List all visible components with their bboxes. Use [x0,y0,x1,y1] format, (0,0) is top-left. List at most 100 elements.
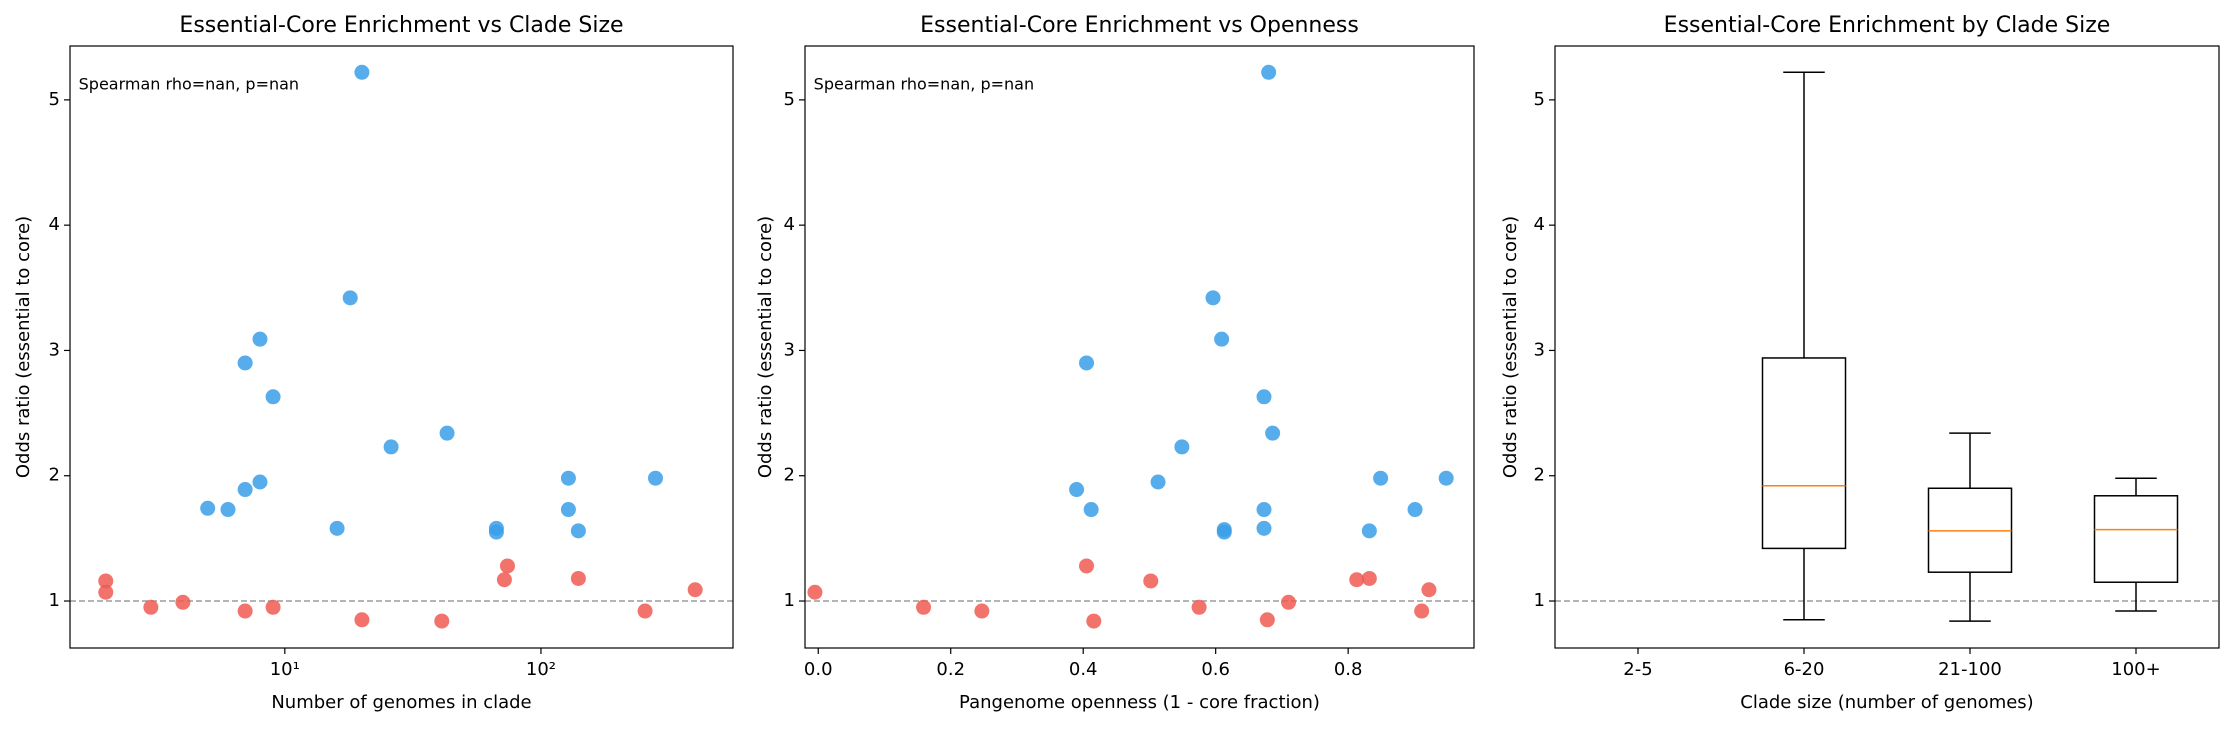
box [1761,357,1847,550]
point [439,425,455,441]
point [1150,474,1166,490]
point [1191,599,1207,615]
x-tick-label: 10¹ [270,659,300,680]
point [637,603,653,619]
point [1256,502,1272,518]
point [647,470,663,486]
point [252,474,268,490]
point [252,331,268,347]
box [2093,495,2179,583]
y-axis-label: Odds ratio (essential to core) [755,216,776,478]
point [354,612,370,628]
point [1261,64,1277,80]
x-axis-label: Number of genomes in clade [271,692,531,713]
point [1069,482,1085,498]
x-tick-label: 6-20 [1784,659,1825,680]
y-tick-label: 3 [1534,339,1545,360]
point [1083,502,1099,518]
x-axis-label: Pangenome openness (1 - core fraction) [959,692,1320,713]
y-tick-label: 4 [1534,214,1545,235]
point [570,523,586,539]
y-tick-label: 2 [784,465,795,486]
x-tick-label: 0.6 [1201,659,1230,680]
point [687,582,703,598]
point [98,573,114,589]
point [175,594,191,610]
point [434,613,450,629]
point [1174,439,1190,455]
point [1259,612,1275,628]
axes-frame [804,45,1475,649]
point [329,520,345,536]
y-tick-label: 3 [784,339,795,360]
panel: Essential-Core Enrichment by Clade Size C… [1500,13,2220,713]
point [1143,573,1159,589]
y-axis-label: Odds ratio (essential to core) [1500,216,1521,478]
x-tick-label: 100+ [2111,659,2160,680]
point [237,482,253,498]
point [1407,502,1423,518]
panel: Essential-Core Enrichment vs Openness Pan… [755,13,1475,713]
point [200,500,216,516]
point [916,599,932,615]
panel-title: Essential-Core Enrichment by Clade Size [1664,13,2111,38]
point [807,584,823,600]
x-tick-label: 0.4 [1069,659,1098,680]
point [1373,470,1389,486]
point [1361,570,1377,586]
point [1438,470,1454,486]
point [1349,572,1365,588]
axes-frame [1554,45,2220,649]
x-axis-label: Clade size (number of genomes) [1740,692,2033,713]
y-tick-label: 1 [1534,590,1545,611]
point [1256,389,1272,405]
y-tick-label: 1 [49,590,60,611]
point [1216,524,1232,540]
point [974,603,990,619]
point [383,439,399,455]
point [1079,355,1095,371]
point [1421,582,1437,598]
point [1361,523,1377,539]
y-axis-label: Odds ratio (essential to core) [13,216,34,478]
annotation: Spearman rho=nan, p=nan [79,75,299,94]
y-tick-label: 5 [784,89,795,110]
point [560,502,576,518]
point [1086,613,1102,629]
panel-title: Essential-Core Enrichment vs Openness [920,13,1359,38]
panel: Essential-Core Enrichment vs Clade Size N… [13,13,734,713]
point [220,502,236,518]
x-tick-label: 10² [526,659,556,680]
point [1256,520,1272,536]
y-tick-label: 3 [49,339,60,360]
axes-frame [69,45,734,649]
y-tick-label: 4 [49,214,60,235]
point [143,599,159,615]
x-tick-label: 0.8 [1334,659,1363,680]
x-tick-label: 0.0 [804,659,833,680]
panel-title: Essential-Core Enrichment vs Clade Size [179,13,623,38]
point [237,603,253,619]
point [98,584,114,600]
x-tick-label: 2-5 [1623,659,1652,680]
y-tick-label: 2 [1534,465,1545,486]
y-tick-label: 2 [49,465,60,486]
point [1281,594,1297,610]
y-tick-label: 5 [49,89,60,110]
point [560,470,576,486]
y-tick-label: 5 [1534,89,1545,110]
point [1205,290,1221,306]
point [570,570,586,586]
point [265,389,281,405]
x-tick-label: 0.2 [936,659,965,680]
x-tick-label: 21-100 [1938,659,2002,680]
point [1414,603,1430,619]
point [237,355,253,371]
point [499,558,515,574]
point [342,290,358,306]
y-tick-label: 1 [784,590,795,611]
point [488,524,504,540]
point [1265,425,1281,441]
